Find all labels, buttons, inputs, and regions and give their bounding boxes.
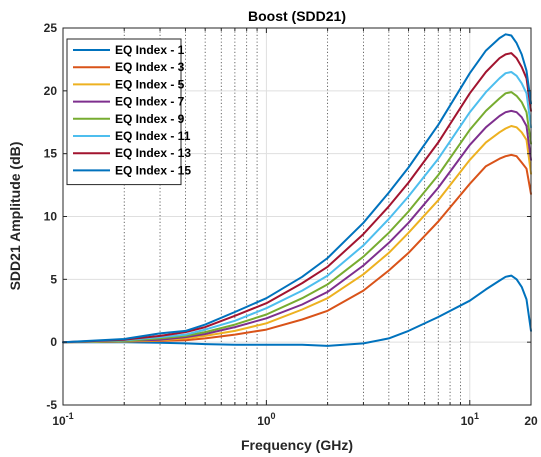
legend-label: EQ Index - 11 (115, 129, 191, 143)
series-line (62, 52, 532, 344)
y-tick-label: 15 (44, 147, 58, 161)
series-line (62, 125, 532, 344)
x-tick-label: 20 (524, 414, 538, 428)
series-line (62, 109, 532, 344)
y-tick-label: 5 (50, 272, 57, 286)
legend-box (66, 38, 182, 186)
series-line (62, 274, 532, 347)
chart-title: Boost (SDD21) (248, 8, 346, 24)
y-tick-label: 10 (44, 210, 58, 224)
legend: EQ Index - 1 EQ Index - 3 EQ Index - 5 EQ I… (66, 38, 191, 186)
y-tick-label: 0 (50, 335, 57, 349)
legend-label: EQ Index - 9 (115, 112, 185, 126)
legend-label: EQ Index - 3 (115, 60, 185, 74)
y-axis-title: SDD21 Amplitude (dB) (7, 142, 23, 291)
x-axis-title: Frequency (GHz) (241, 437, 353, 453)
series-line (62, 91, 532, 344)
y-tick-label: 20 (44, 84, 58, 98)
legend-label: EQ Index - 13 (115, 146, 191, 160)
series-line (62, 153, 532, 344)
y-tick-label: -5 (46, 398, 57, 412)
legend-label: EQ Index - 7 (115, 95, 185, 109)
series-lines (62, 33, 532, 347)
legend-label: EQ Index - 5 (115, 77, 185, 91)
legend-label: EQ Index - 1 (115, 43, 185, 57)
y-tick-label: 25 (44, 21, 58, 35)
series-line (62, 33, 532, 344)
series-line (62, 71, 532, 344)
legend-label: EQ Index - 15 (115, 163, 191, 177)
